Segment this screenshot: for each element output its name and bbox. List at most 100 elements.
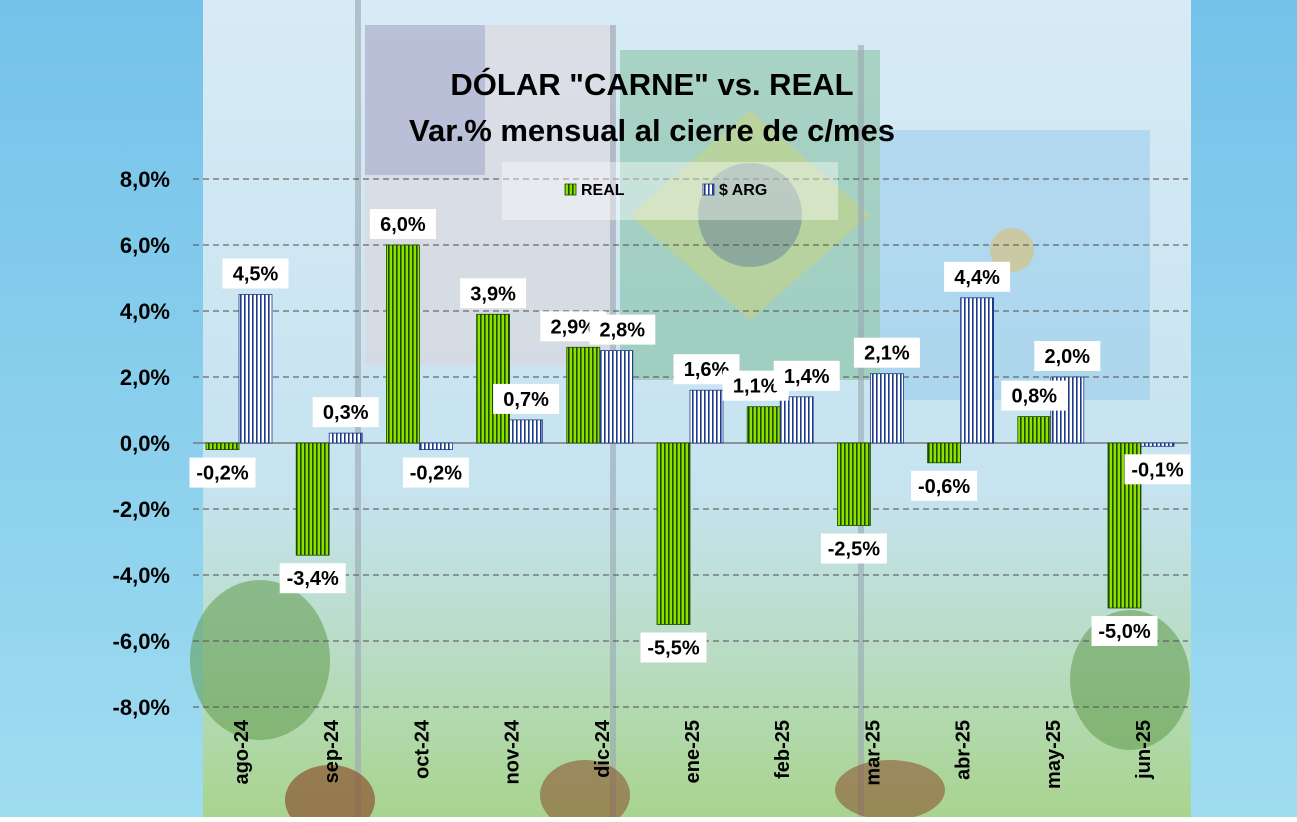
data-label-real-oct-24: 6,0%: [369, 209, 436, 239]
y-tick-label: -2,0%: [113, 497, 170, 522]
data-label-arg-abr-25: 4,4%: [944, 261, 1011, 292]
data-label-box: [911, 470, 978, 501]
x-tick-label: ago-24: [231, 719, 253, 784]
bar-real-ene-25: [656, 442, 691, 625]
brazil-flag-globe: [698, 163, 802, 267]
data-label-box: [312, 397, 379, 428]
data-label-box: [189, 457, 256, 488]
data-labels: -0,2%4,5%-3,4%0,3%6,0%-0,2%3,9%0,7%2,9% 2…: [189, 209, 1191, 663]
data-label-text: 2,0%: [1045, 346, 1091, 368]
data-label-arg-feb-25: 1,4%: [773, 360, 840, 391]
y-tick-label: 2,0%: [120, 365, 170, 390]
chart-title: DÓLAR "CARNE" vs. REAL: [450, 66, 853, 102]
data-label-text: -3,4%: [287, 568, 339, 590]
usa-flag-canton: [365, 25, 485, 175]
data-label-real-may-25: 0,8%: [1001, 380, 1068, 411]
data-label-arg-dic-24: 2,8%: [589, 314, 656, 345]
data-label-text: -0,6%: [918, 476, 970, 498]
argentina-flag-image: [880, 130, 1150, 400]
bar-real-sep-24: [295, 442, 330, 556]
bar-arg-mar-25: [870, 373, 904, 444]
bar-arg-ene-25: [689, 389, 724, 444]
data-label-box: [1034, 341, 1101, 371]
data-label-box: [1091, 616, 1158, 646]
cow-image: [835, 760, 945, 820]
data-label-text: -0,2%: [196, 463, 248, 485]
data-label-arg-ago-24: 4,5%: [222, 258, 289, 289]
data-label-box: [820, 533, 887, 564]
data-label-text: 1,1%: [733, 376, 779, 398]
data-label-text: -2,5%: [828, 539, 880, 561]
argentina-sun-icon: [990, 228, 1034, 272]
data-label-box: [1124, 454, 1191, 485]
bar-arg-nov-24: [509, 419, 544, 444]
data-label-box: [222, 258, 289, 289]
data-label-box: [640, 632, 707, 663]
bar-arg-dic-24: [599, 350, 634, 444]
brazil-flag-image: [620, 50, 880, 380]
legend-swatch-real: [564, 183, 577, 196]
data-label-box: [460, 278, 527, 309]
data-label-arg-nov-24: 0,7%: [493, 383, 560, 414]
data-label-arg-sep-24: 0,3%: [312, 397, 379, 428]
flagpole: [858, 45, 864, 817]
data-label-real-ene-25: -5,5%: [640, 632, 707, 663]
data-label-text: -0,1%: [1131, 459, 1183, 481]
data-label-text: 0,8%: [1012, 386, 1058, 408]
bar-real-abr-25: [927, 442, 961, 464]
x-tick-label: ene-25: [682, 720, 704, 783]
data-label-text: 2,1%: [864, 343, 910, 365]
data-label-arg-jun-25: -0,1%: [1124, 454, 1191, 485]
data-label-box: [279, 563, 346, 594]
chart-subtitle: Var.% mensual al cierre de c/mes: [409, 113, 895, 148]
bar-arg-ago-24: [238, 294, 273, 444]
data-label-text: -5,0%: [1098, 621, 1150, 643]
data-label-text: -0,2%: [410, 463, 462, 485]
y-axis: 8,0% 6,0% 4,0% 2,0% 0,0% -2,0% -4,0% -6,0% -8,0%: [113, 167, 170, 720]
data-label-real-jun-25: -5,0%: [1091, 616, 1158, 646]
x-tick-label: feb-25: [772, 720, 794, 779]
legend-swatch-arg: [702, 183, 715, 196]
x-tick-label: may-25: [1043, 720, 1065, 789]
data-label-text: -5,5%: [647, 638, 699, 660]
y-tick-label: 8,0%: [120, 167, 170, 192]
data-label-box: [773, 360, 840, 391]
data-label-box: [1001, 380, 1068, 411]
data-label-text: 0,7%: [503, 389, 549, 411]
bar-arg-feb-25: [779, 396, 814, 444]
data-label-box: [944, 261, 1011, 292]
x-tick-label: jun-25: [1133, 720, 1155, 780]
data-label-arg-oct-24: -0,2%: [402, 457, 469, 488]
bar-real-feb-25: [746, 406, 781, 444]
data-label-real-sep-24: -3,4%: [279, 563, 346, 594]
data-label-text: 2,8%: [600, 320, 646, 342]
cow-image: [540, 760, 630, 822]
data-label-arg-mar-25: 2,1%: [853, 337, 920, 368]
bar-arg-jun-25: [1140, 442, 1175, 447]
data-label-real-abr-25: -0,6%: [911, 470, 978, 501]
bar-arg-oct-24: [418, 442, 453, 450]
x-tick-label: nov-24: [502, 719, 524, 784]
x-tick-label: mar-25: [862, 720, 884, 786]
data-label-text: 4,4%: [954, 267, 1000, 289]
x-tick-label: oct-24: [411, 719, 433, 779]
data-label-real-ago-24: -0,2%: [189, 457, 256, 488]
bar-arg-abr-25: [960, 297, 994, 444]
x-tick-label: dic-24: [592, 719, 614, 778]
x-tick-label: sep-24: [321, 719, 343, 783]
cow-image: [285, 765, 375, 822]
bar-real-ago-24: [205, 442, 240, 450]
data-label-box: [402, 457, 469, 488]
x-tick-label: abr-25: [953, 720, 975, 780]
bar-series: [205, 244, 1175, 625]
bar-real-oct-24: [385, 244, 420, 444]
y-tick-label: 0,0%: [120, 431, 170, 456]
bar-real-mar-25: [837, 442, 871, 526]
data-label-box: [369, 209, 436, 239]
y-tick-label: 6,0%: [120, 233, 170, 258]
y-tick-label: 4,0%: [120, 299, 170, 324]
data-label-box: [493, 383, 560, 414]
data-label-text: 1,6%: [684, 359, 730, 381]
